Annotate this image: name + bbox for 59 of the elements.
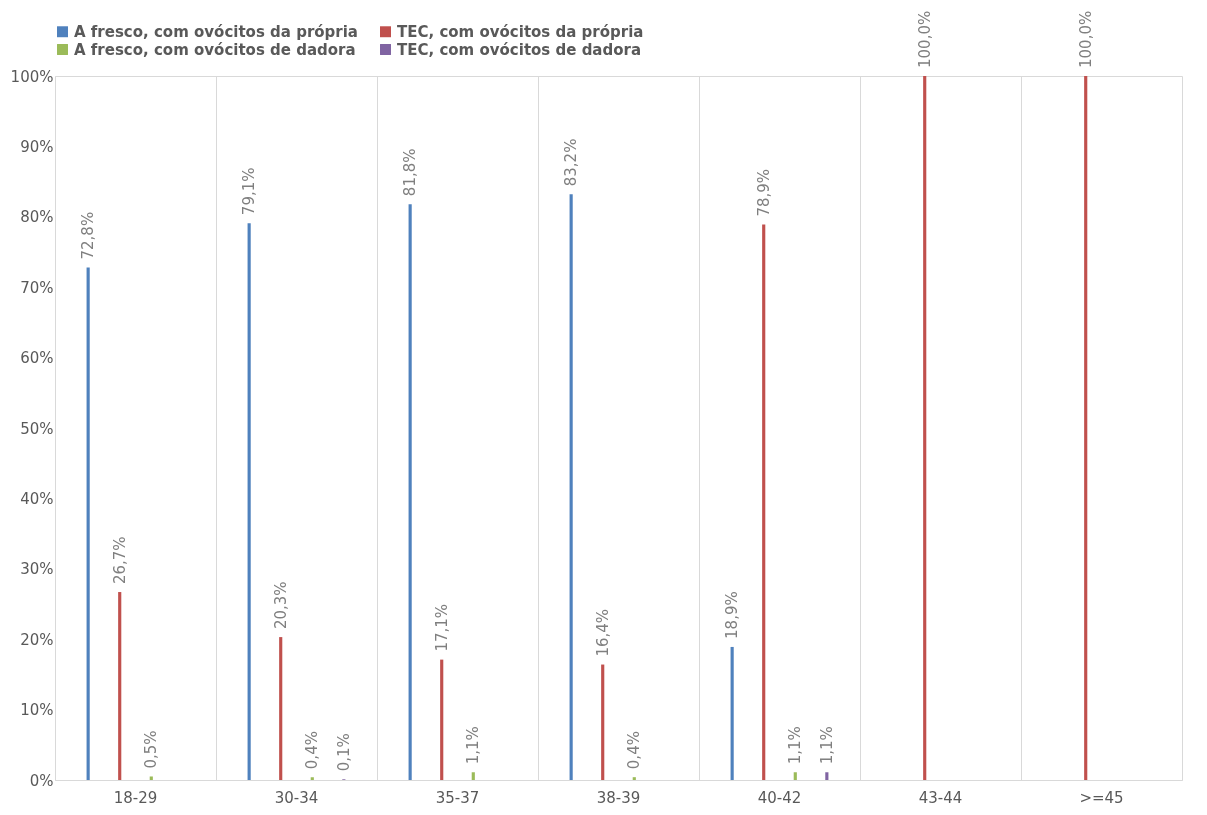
y-tick-label: 90% [20, 137, 54, 156]
data-label: 83,2% [562, 138, 581, 187]
data-label: 100,0% [915, 10, 934, 68]
data-label: 100,0% [1076, 10, 1095, 68]
x-tick-label: 38-39 [596, 788, 641, 807]
data-label: 79,1% [240, 167, 259, 216]
y-tick-label: 20% [20, 630, 54, 649]
data-label: 20,3% [271, 581, 290, 630]
legend-label: A fresco, com ovócitos da própria [74, 22, 358, 41]
bar [793, 772, 797, 780]
bar [923, 76, 927, 780]
data-label: 78,9% [754, 168, 773, 217]
data-label: 72,8% [79, 211, 98, 260]
legend-label: TEC, com ovócitos de dadora [397, 40, 642, 59]
legend-label: TEC, com ovócitos da própria [397, 22, 644, 41]
data-label: 0,1% [334, 733, 353, 772]
data-label: 1,1% [817, 726, 836, 765]
x-tick-label: 30-34 [274, 788, 319, 807]
data-label: 0,4% [303, 731, 322, 770]
bar [118, 592, 122, 780]
data-label: 0,5% [142, 730, 161, 769]
y-tick-label: 50% [20, 419, 54, 438]
bar [762, 224, 766, 780]
data-label: 81,8% [401, 148, 420, 197]
y-tick-label: 0% [29, 771, 54, 790]
bar [569, 194, 573, 780]
y-tick-label: 10% [20, 701, 54, 720]
bar [247, 223, 251, 780]
bar [601, 664, 605, 780]
bar [86, 267, 90, 780]
data-label: 17,1% [432, 603, 451, 652]
bar [825, 772, 829, 780]
y-tick-label: 70% [20, 278, 54, 297]
data-label: 18,9% [723, 591, 742, 639]
y-tick-label: 80% [20, 208, 54, 227]
x-tick-label: 35-37 [435, 788, 480, 807]
bar [440, 659, 444, 780]
data-label: 1,1% [786, 726, 805, 765]
x-tick-label: 43-44 [918, 788, 963, 807]
bar [279, 637, 283, 780]
bar [149, 776, 153, 780]
bar [1084, 76, 1088, 780]
bar [471, 772, 475, 780]
bar [408, 204, 412, 780]
y-tick-label: 30% [20, 560, 54, 579]
legend-label: A fresco, com ovócitos de dadora [74, 40, 356, 59]
bar [632, 777, 636, 780]
bar [310, 777, 314, 780]
x-tick-label: 18-29 [113, 788, 158, 807]
y-tick-label: 40% [20, 489, 54, 508]
data-label: 16,4% [593, 608, 612, 657]
data-label: 26,7% [110, 536, 129, 585]
data-label: 1,1% [464, 726, 483, 765]
y-tick-label: 100% [10, 67, 54, 86]
x-tick-label: >=45 [1079, 788, 1124, 807]
y-tick-label: 60% [20, 349, 54, 368]
x-tick-label: 40-42 [757, 788, 802, 807]
data-label: 0,4% [625, 731, 644, 770]
bar [730, 646, 734, 780]
